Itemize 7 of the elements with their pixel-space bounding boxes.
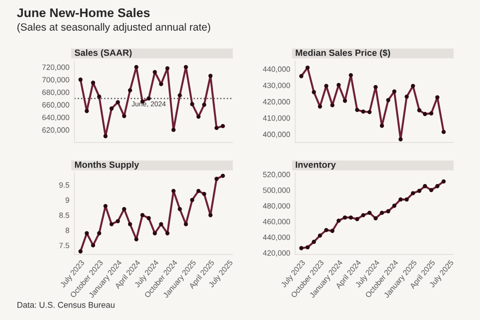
text: (Sales at seasonally adjusted annual rate) xyxy=(17,23,210,33)
chart-title: Months Supply xyxy=(75,161,140,170)
text: Data: U.S. Census Bureau xyxy=(17,302,114,308)
chart-title: Inventory xyxy=(296,162,336,170)
text: June New-Home Sales xyxy=(16,8,150,18)
chart-title: Sales (SAAR) xyxy=(74,49,132,58)
chart-title: Median Sales Price ($) xyxy=(296,49,390,58)
